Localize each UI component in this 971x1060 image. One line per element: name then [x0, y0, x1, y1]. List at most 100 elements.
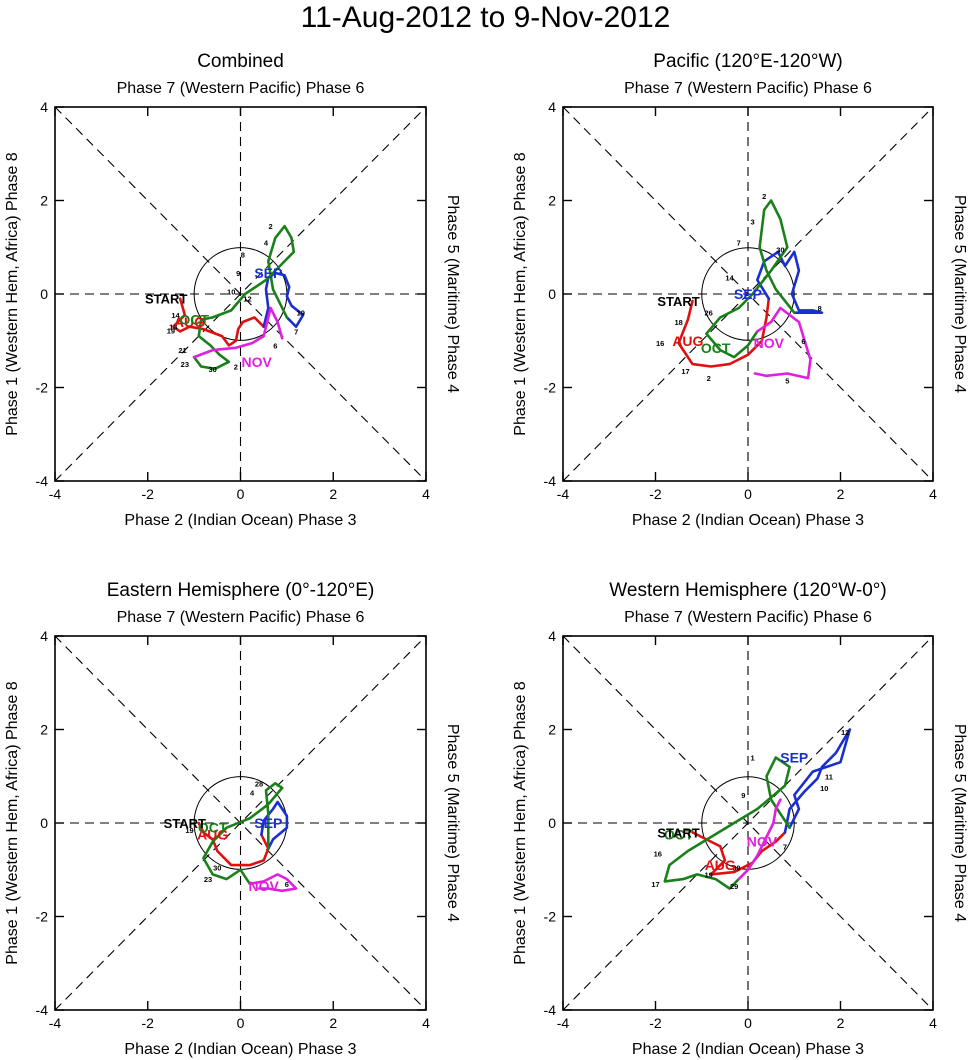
x-tick-label: 2: [329, 486, 337, 502]
series-line-sep: [755, 250, 824, 315]
y-tick-label: -4: [36, 473, 49, 489]
day-label: 19: [185, 826, 193, 835]
top-phase-label: Phase 7 (Western Pacific) Phase 6: [624, 80, 872, 97]
y-tick-label: 4: [548, 99, 556, 115]
month-label-aug: AUG: [672, 333, 703, 349]
unit-circle: [701, 247, 795, 341]
month-label-oct: OCT: [701, 340, 731, 356]
right-phase-label: Phase 5 (Maritime) Phase 4: [444, 724, 461, 922]
month-label-sep: SEP: [734, 286, 762, 302]
month-label-aug: AUG: [197, 827, 228, 843]
day-label: 23: [204, 875, 212, 884]
x-tick-label: 4: [929, 486, 937, 502]
day-label: 19: [297, 309, 305, 318]
day-label: 30: [213, 863, 221, 872]
series-line-aug: [197, 821, 270, 867]
x-tick-label: -4: [49, 486, 62, 502]
x-tick-label: 2: [329, 1015, 337, 1031]
month-label-oct: OCT: [664, 827, 694, 843]
y-tick-label: 4: [548, 628, 556, 644]
day-label: 11: [825, 772, 833, 781]
right-phase-label: Phase 5 (Maritime) Phase 4: [444, 195, 461, 393]
day-label: 2: [762, 192, 766, 201]
right-phase-label: Phase 5 (Maritime) Phase 4: [951, 195, 968, 393]
start-label: START: [164, 816, 206, 831]
series-line-sep: [260, 800, 289, 851]
day-label: 2: [269, 222, 273, 231]
y-tick-label: 0: [548, 815, 556, 831]
x-tick-label: 0: [237, 1015, 245, 1031]
month-label-nov: NOV: [754, 335, 785, 351]
x-tick-label: 4: [422, 1015, 430, 1031]
bottom-phase-label: Phase 2 (Indian Ocean) Phase 3: [124, 512, 356, 529]
series-line-oct: [705, 199, 796, 359]
y-tick-label: 2: [40, 722, 48, 738]
day-label: 18: [674, 318, 682, 327]
month-label-sep: SEP: [254, 815, 282, 831]
day-label: 2: [234, 362, 238, 371]
x-tick-label: -2: [142, 1015, 155, 1031]
month-label-nov: NOV: [747, 834, 778, 850]
month-label-oct: OCT: [179, 312, 209, 328]
series-line-sep: [262, 271, 305, 329]
day-label: 4: [264, 239, 269, 248]
x-tick-label: 0: [744, 486, 752, 502]
series-line-oct: [202, 781, 284, 886]
panel-4: Western Hemisphere (120°W-0°) Phase 7 (We…: [512, 580, 968, 1058]
start-label: START: [657, 825, 699, 840]
day-label: 4: [250, 789, 255, 798]
x-tick-label: -4: [557, 486, 570, 502]
top-phase-label: Phase 7 (Western Pacific) Phase 6: [624, 609, 872, 626]
day-label: 17: [681, 367, 689, 376]
bottom-phase-label: Phase 2 (Indian Ocean) Phase 3: [632, 512, 864, 529]
day-label: 9: [236, 269, 240, 278]
panel-title: Eastern Hemisphere (0°-120°E): [107, 580, 375, 601]
y-tick-label: -4: [544, 473, 557, 489]
panel-2: Pacific (120°E-120°W) Phase 7 (Western Pa…: [512, 51, 968, 529]
x-tick-label: 0: [237, 486, 245, 502]
series-line-aug: [691, 831, 787, 876]
y-tick-label: 2: [40, 193, 48, 209]
x-tick-label: 4: [422, 486, 430, 502]
left-phase-label: Phase 1 (Western Hem, Africa) Phase 8: [4, 681, 21, 964]
x-tick-label: 2: [837, 1015, 845, 1031]
day-label: 3: [751, 218, 755, 227]
bottom-phase-label: Phase 2 (Indian Ocean) Phase 3: [124, 1041, 356, 1058]
series-line-aug: [172, 297, 266, 347]
top-phase-label: Phase 7 (Western Pacific) Phase 6: [117, 609, 365, 626]
day-label: 12: [841, 728, 849, 737]
day-label: 6: [273, 341, 277, 350]
panel-title: Western Hemisphere (120°W-0°): [609, 580, 886, 601]
x-tick-label: -4: [557, 1015, 570, 1031]
panel-3: Eastern Hemisphere (0°-120°E) Phase 7 (We…: [4, 580, 461, 1058]
day-label: 17: [651, 880, 659, 889]
month-label-aug: AUG: [174, 314, 205, 330]
y-tick-label: 4: [40, 628, 48, 644]
month-label-sep: SEP: [780, 750, 808, 766]
series-line-oct: [192, 224, 296, 371]
start-label: START: [145, 292, 187, 307]
day-label: 9: [741, 791, 745, 800]
x-tick-label: 0: [744, 1015, 752, 1031]
panel-1: Combined Phase 7 (Western Pacific) Phase …: [4, 51, 461, 529]
month-label-sep: SEP: [254, 265, 282, 281]
right-phase-label: Phase 5 (Maritime) Phase 4: [951, 724, 968, 922]
month-label-nov: NOV: [242, 354, 273, 370]
day-label: 19: [167, 326, 175, 335]
day-label: 8: [818, 304, 822, 313]
day-label: 10: [820, 784, 828, 793]
figure-title: 11-Aug-2012 to 9-Nov-2012: [300, 1, 671, 34]
month-label-aug: AUG: [705, 857, 736, 873]
x-tick-label: 4: [929, 1015, 937, 1031]
day-label: 1: [751, 754, 755, 763]
y-tick-label: 0: [548, 286, 556, 302]
y-tick-label: 4: [40, 99, 48, 115]
left-phase-label: Phase 1 (Western Hem, Africa) Phase 8: [512, 681, 529, 964]
day-label: 21: [178, 346, 186, 355]
day-label: 16: [656, 339, 664, 348]
left-phase-label: Phase 1 (Western Hem, Africa) Phase 8: [512, 152, 529, 435]
day-label: 26: [705, 309, 713, 318]
day-label: 7: [783, 842, 787, 851]
panel-title: Combined: [197, 51, 284, 72]
day-label: 30: [776, 246, 784, 255]
